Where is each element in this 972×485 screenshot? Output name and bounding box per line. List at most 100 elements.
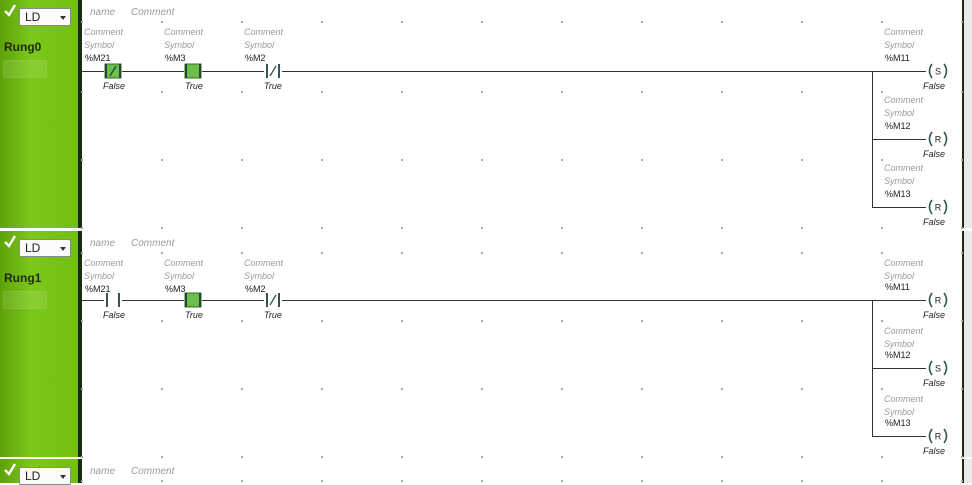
coil-comment: Comment [884,326,924,336]
grid-dot [961,252,963,254]
contact-comment: Comment [84,258,124,268]
contact-address[interactable]: %M21 [85,284,111,294]
coil-state: False [923,149,946,159]
grid-dot [241,91,243,93]
grid-dot [881,388,883,390]
contact-address[interactable]: %M2 [245,284,266,294]
rung-comment-header[interactable]: Comment [131,7,175,18]
grid-dot [561,159,563,161]
contact-state: True [264,81,282,91]
contact-address[interactable]: %M21 [85,53,111,63]
rung-comment-field[interactable] [3,291,47,309]
contact-address[interactable]: %M2 [245,53,266,63]
grid-dot [161,456,163,458]
grid-dot [881,456,883,458]
nc-contact-energized[interactable] [104,63,122,79]
nc-contact[interactable] [264,63,282,79]
grid-dot [961,320,963,322]
grid-dot [321,252,323,254]
coil-label: Comment Symbol [884,257,923,283]
grid-dot [561,480,563,482]
coil-state: False [923,446,946,456]
grid-dot [161,480,163,482]
coil-address[interactable]: %M12 [885,350,911,360]
check-icon[interactable] [3,462,17,478]
coil-address[interactable]: %M13 [885,418,911,428]
grid-dot [721,388,723,390]
grid-dot [241,159,243,161]
grid-dot [961,21,963,23]
grid-dot [881,480,883,482]
set-coil[interactable]: S [926,63,950,79]
coil-address[interactable]: %M11 [885,282,910,292]
wire [202,300,264,301]
grid-dot [801,91,803,93]
check-icon[interactable] [3,234,17,250]
coil-symbol: Symbol [884,176,915,186]
ladder-grid[interactable]: name Comment Comment Symbol %M21 False Co… [81,231,963,458]
grid-dot [321,227,323,229]
reset-coil[interactable]: R [926,199,950,215]
grid-dot [401,159,403,161]
rung-sidebar: LD [0,459,78,485]
language-select[interactable]: LD [19,8,71,26]
coil-address[interactable]: %M11 [885,53,910,63]
ladder-grid[interactable]: name Comment Comment Symbol %M21 False Co… [81,0,963,229]
no-contact-energized[interactable] [184,63,202,79]
contact-address[interactable]: %M3 [165,53,186,63]
coil-comment: Comment [884,27,924,37]
language-value: LD [25,469,41,483]
coil-state: False [923,81,946,91]
rung-name-header[interactable]: name [90,466,116,477]
language-select[interactable]: LD [19,239,71,257]
grid-dot [641,159,643,161]
rung-comment-field[interactable] [3,60,47,78]
rung-comment-header[interactable]: Comment [131,238,175,249]
rung-scroll-edge [964,459,972,483]
grid-dot [561,227,563,229]
grid-dot [81,159,83,161]
nc-contact[interactable] [264,292,282,308]
wire [122,71,184,72]
coil-symbol: Symbol [884,339,915,349]
grid-dot [641,388,643,390]
contact-state: True [185,81,203,91]
grid-dot [641,21,643,23]
contact-address[interactable]: %M3 [165,284,186,294]
reset-coil[interactable]: R [926,292,950,308]
grid-dot [801,252,803,254]
wire [872,368,926,369]
check-icon[interactable] [3,3,17,19]
reset-coil[interactable]: R [926,131,950,147]
rung-scroll-edge [964,231,972,457]
rung-0: LD Rung0 name Comment Comment Symbol %M21… [0,0,972,229]
coil-address[interactable]: %M13 [885,189,911,199]
contact-symbol: Symbol [84,40,115,50]
contact-state: True [264,310,282,320]
grid-dot [81,456,83,458]
coil-symbol: Symbol [884,108,915,118]
wire [202,71,264,72]
grid-dot [241,21,243,23]
set-coil[interactable]: S [926,360,950,376]
grid-dot [801,227,803,229]
grid-dot [961,227,963,229]
language-select[interactable]: LD [19,467,71,485]
grid-dot [401,388,403,390]
grid-dot [161,91,163,93]
grid-dot [481,388,483,390]
rung-name-header[interactable]: name [90,7,116,18]
grid-dot [481,227,483,229]
grid-dot [481,159,483,161]
grid-dot [321,21,323,23]
reset-coil[interactable]: R [926,428,950,444]
no-contact[interactable] [104,292,122,308]
right-power-rail [962,459,964,483]
rung-name-header[interactable]: name [90,238,116,249]
ladder-grid[interactable]: name Comment [81,459,963,483]
coil-address[interactable]: %M12 [885,121,911,131]
grid-dot [81,480,83,482]
no-contact-energized[interactable] [184,292,202,308]
contact-symbol: Symbol [244,40,275,50]
rung-comment-header[interactable]: Comment [131,466,175,477]
